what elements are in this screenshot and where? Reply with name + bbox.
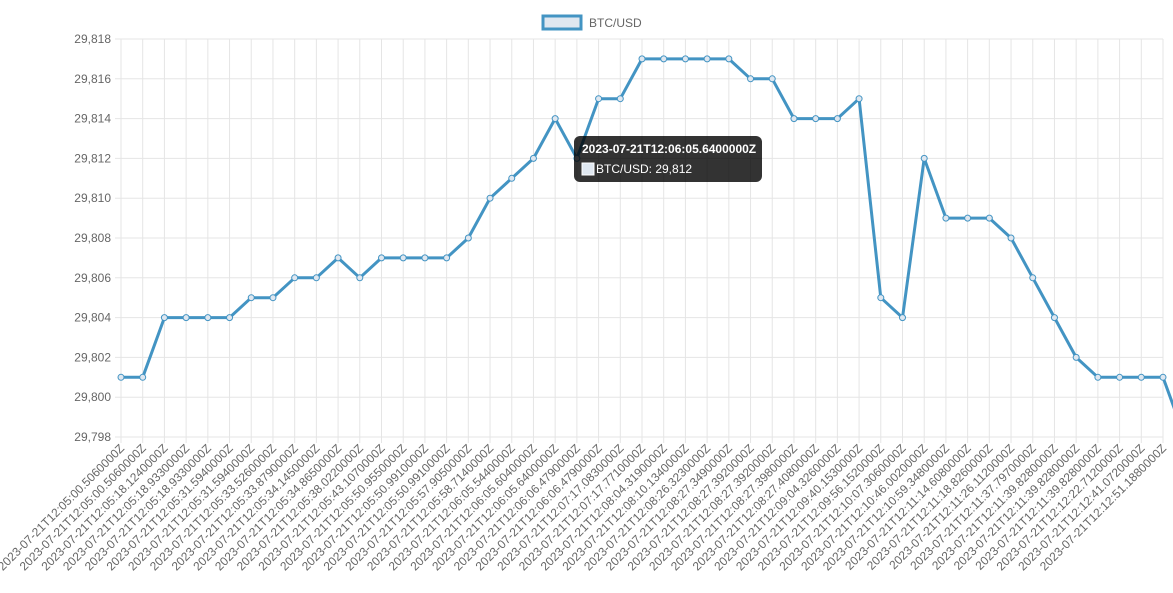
data-point[interactable] (616, 95, 624, 103)
y-tick-label: 29,814 (74, 112, 111, 126)
data-point[interactable] (356, 274, 364, 282)
data-point[interactable] (247, 294, 255, 302)
y-tick-label: 29,800 (74, 390, 111, 404)
data-point[interactable] (681, 55, 689, 63)
y-tick-label: 29,812 (74, 151, 111, 165)
tooltip-box (574, 136, 762, 182)
y-tick-label: 29,806 (74, 271, 111, 285)
data-point[interactable] (1072, 353, 1080, 361)
data-point[interactable] (660, 55, 668, 63)
legend[interactable]: BTC/USD (541, 14, 642, 31)
data-point[interactable] (812, 115, 820, 123)
data-point[interactable] (486, 194, 494, 202)
data-point[interactable] (443, 254, 451, 262)
data-point[interactable] (899, 314, 906, 322)
data-point[interactable] (985, 214, 993, 222)
data-point[interactable] (182, 314, 190, 322)
data-point[interactable] (1050, 314, 1058, 322)
data-point[interactable] (508, 174, 516, 182)
data-point[interactable] (1029, 274, 1037, 282)
data-point[interactable] (942, 214, 950, 222)
data-point[interactable] (703, 55, 711, 63)
data-point[interactable] (529, 154, 537, 162)
data-point[interactable] (291, 274, 299, 282)
data-point[interactable] (334, 254, 342, 262)
data-point[interactable] (964, 214, 972, 222)
tooltip-swatch (581, 162, 595, 176)
data-point[interactable] (117, 373, 125, 381)
data-point[interactable] (160, 314, 168, 322)
data-point[interactable] (378, 254, 385, 262)
y-tick-label: 29,802 (74, 350, 111, 364)
data-point[interactable] (312, 274, 320, 282)
data-point[interactable] (1137, 373, 1145, 381)
data-point[interactable] (877, 294, 885, 302)
tooltip-body: BTC/USD: 29,812 (596, 162, 692, 176)
data-point[interactable] (595, 95, 603, 103)
data-point[interactable] (768, 75, 776, 83)
data-point[interactable] (790, 115, 798, 123)
data-point[interactable] (1116, 373, 1124, 381)
data-point[interactable] (855, 95, 863, 103)
legend-label-btc-usd: BTC/USD (589, 16, 642, 30)
data-point[interactable] (399, 254, 407, 262)
y-tick-label: 29,816 (74, 72, 111, 86)
data-point[interactable] (1094, 373, 1102, 381)
data-point[interactable] (638, 55, 646, 63)
y-tick-label: 29,818 (74, 32, 111, 46)
data-point[interactable] (226, 314, 234, 322)
data-points (117, 55, 1167, 381)
data-point[interactable] (833, 115, 841, 123)
data-point[interactable] (920, 154, 928, 162)
tooltip: 2023-07-21T12:06:05.6400000Z BTC/USD: 29… (574, 136, 762, 182)
y-axis-ticks: 29,798 29,800 29,802 29,804 29,806 29,808 29,8… (74, 32, 111, 444)
series-line-btc-usd (121, 57, 1173, 410)
data-point[interactable] (551, 115, 559, 123)
y-tick-label: 29,804 (74, 311, 111, 325)
y-tick-label: 29,798 (74, 430, 111, 444)
data-point[interactable] (204, 314, 212, 322)
data-point[interactable] (464, 234, 472, 242)
x-axis-ticks: 2023-07-21T12:05:00.5060000Z2023-07-21T1… (0, 441, 1169, 573)
data-point[interactable] (1159, 373, 1167, 381)
data-point[interactable] (139, 373, 147, 381)
data-point[interactable] (725, 55, 733, 63)
grid (115, 38, 1164, 443)
legend-swatch (541, 14, 583, 31)
y-tick-label: 29,808 (74, 231, 111, 245)
y-tick-label: 29,810 (74, 191, 111, 205)
tooltip-title: 2023-07-21T12:06:05.6400000Z (582, 142, 756, 156)
data-point[interactable] (747, 75, 755, 83)
data-point[interactable] (1007, 234, 1015, 242)
data-point[interactable] (269, 294, 277, 302)
data-point[interactable] (421, 254, 429, 262)
